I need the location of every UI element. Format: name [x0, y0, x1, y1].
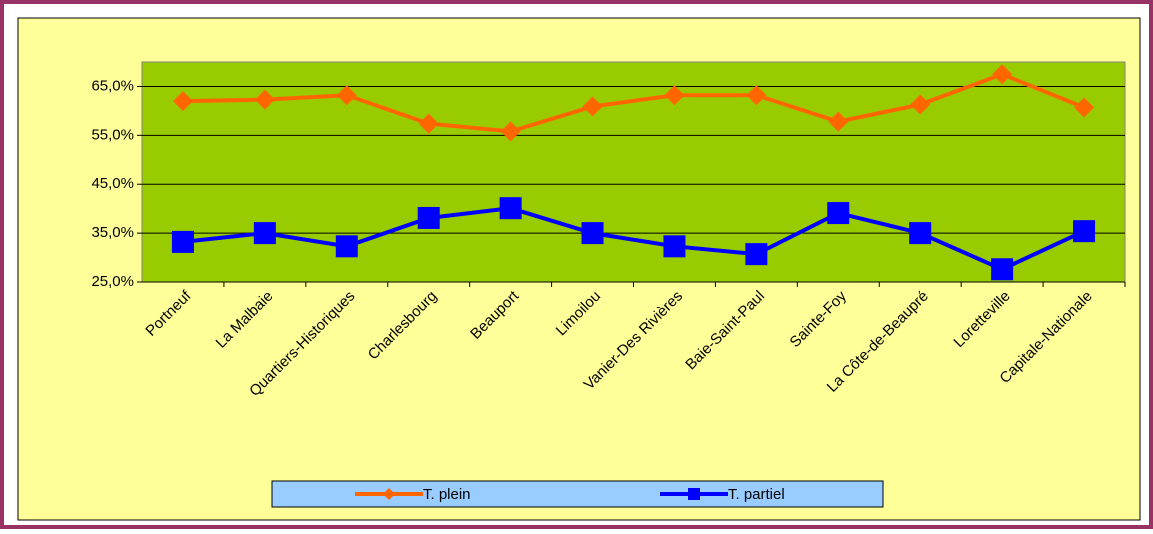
data-point — [910, 94, 931, 115]
y-tick-label: 65,0% — [91, 77, 134, 94]
y-tick-label: 25,0% — [91, 273, 134, 290]
y-tick-label: 55,0% — [91, 126, 134, 143]
data-point — [664, 85, 685, 106]
y-tick-label: 35,0% — [91, 224, 134, 241]
data-point — [663, 235, 686, 258]
data-point — [828, 111, 849, 132]
data-point — [909, 222, 932, 245]
legend-label: T. partiel — [728, 486, 785, 503]
data-point — [746, 85, 767, 106]
data-point — [254, 89, 275, 110]
data-point — [336, 85, 357, 106]
legend-marker — [688, 488, 700, 500]
data-point — [1073, 220, 1096, 243]
data-point — [418, 113, 439, 134]
legend-marker — [383, 488, 395, 500]
data-point — [992, 64, 1013, 85]
data-point — [581, 222, 604, 245]
y-tick-label: 45,0% — [91, 175, 134, 192]
data-point — [335, 235, 358, 258]
series-line — [182, 72, 1085, 134]
data-point — [582, 96, 603, 117]
data-point — [500, 121, 521, 142]
data-point — [1074, 97, 1095, 118]
data-point — [499, 197, 522, 220]
data-point — [253, 222, 276, 245]
data-point — [417, 206, 440, 229]
data-point — [172, 91, 193, 112]
data-point — [745, 243, 768, 266]
data-point — [171, 230, 194, 253]
data-point — [991, 258, 1014, 281]
data-point — [827, 202, 850, 225]
series-line — [182, 206, 1085, 272]
plot-area — [141, 61, 1126, 283]
legend-label: T. plein — [423, 486, 471, 503]
